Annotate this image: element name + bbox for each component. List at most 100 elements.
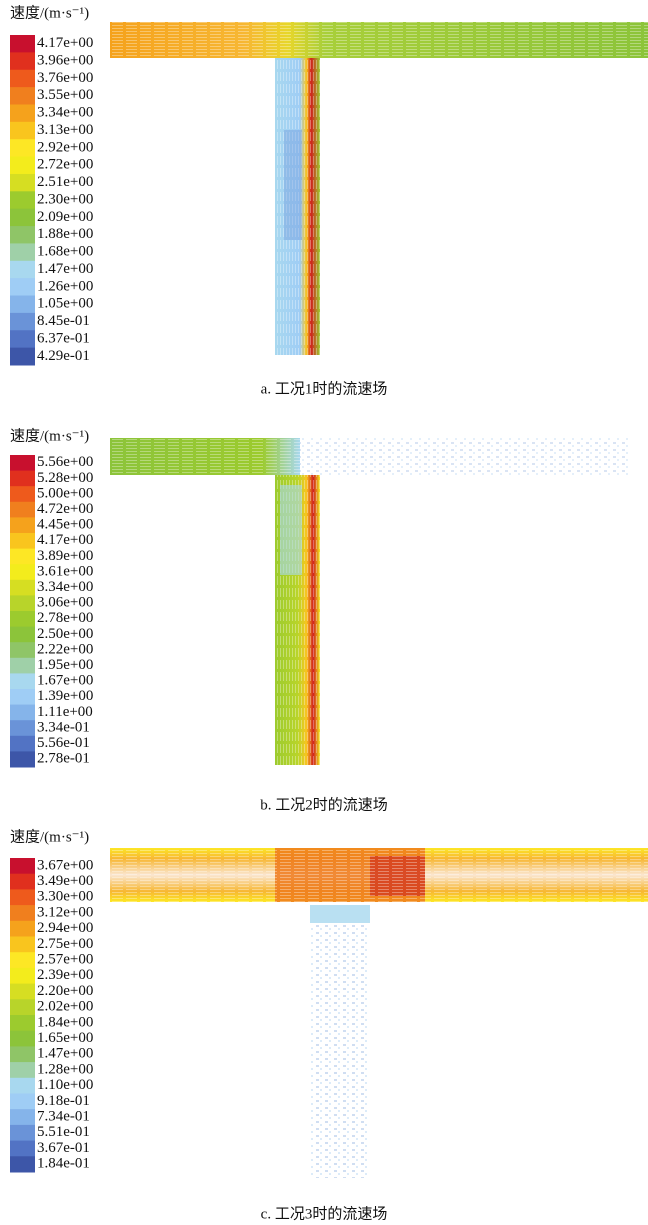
legend-swatch [10,330,35,348]
legend-swatch [10,174,35,192]
legend-swatch [10,471,35,487]
legend-swatch [10,243,35,261]
legend-label: 3.49e+00 [37,873,93,889]
legend-swatch [10,705,35,721]
legend-swatch [10,968,35,984]
legend-label: 4.72e+00 [37,501,93,517]
flow-field-c [110,848,648,1178]
legend-label: 1.28e+00 [37,1061,93,1077]
legend-swatch [10,209,35,227]
legend-swatch [10,70,35,88]
legend-label: 3.12e+00 [37,904,93,920]
legend-swatch [10,889,35,905]
legend-swatch [10,87,35,105]
legend-label: 1.95e+00 [37,657,93,673]
legend-label: 9.18e-01 [37,1093,90,1109]
legend-label: 1.26e+00 [37,278,93,294]
legend-label: 1.47e+00 [37,261,93,277]
legend-label: 3.34e+00 [37,579,93,595]
caption: b. 工况2时的流速场 [260,796,388,813]
legend-swatch [10,549,35,565]
legend-swatch [10,658,35,674]
legend-label: 3.06e+00 [37,595,93,611]
legend-swatch [10,874,35,890]
legend-swatch [10,999,35,1015]
legend-label: 2.02e+00 [37,999,93,1015]
legend-swatch [10,104,35,122]
legend-label: 2.51e+00 [37,174,93,190]
legend-swatch [10,1156,35,1172]
legend-swatch [10,533,35,549]
legend-label: 2.72e+00 [37,157,93,173]
legend-label: 1.05e+00 [37,296,93,312]
legend-label: 2.30e+00 [37,191,93,207]
legend-swatch [10,455,35,471]
legend-swatch [10,278,35,296]
legend-label: 2.78e+00 [37,610,93,626]
legend-label: 2.20e+00 [37,983,93,999]
legend-label: 2.39e+00 [37,967,93,983]
legend-label: 5.28e+00 [37,470,93,486]
legend-label: 2.57e+00 [37,951,93,967]
legend-label: 1.65e+00 [37,1030,93,1046]
legend-label: 1.84e-01 [37,1156,90,1172]
legend-label: 5.00e+00 [37,485,93,501]
legend-swatch [10,611,35,627]
legend-label: 2.75e+00 [37,936,93,952]
legend-label: 1.84e+00 [37,1014,93,1030]
legend-label: 4.17e+00 [37,532,93,548]
legend-label: 3.67e+00 [37,857,93,873]
legend-label: 1.11e+00 [37,704,93,720]
legend-swatch [10,736,35,752]
legend-swatch [10,1109,35,1125]
legend-label: 2.78e-01 [37,751,90,767]
legend-swatch [10,1031,35,1047]
legend-swatch [10,1046,35,1062]
legend-label: 2.92e+00 [37,139,93,155]
legend-label: 3.34e-01 [37,719,90,735]
legend-swatch [10,720,35,736]
caption: c. 工况3时的流速场 [261,1205,388,1222]
legend-label: 1.10e+00 [37,1077,93,1093]
flow-field-b [110,438,630,765]
legend-swatch [10,517,35,533]
legend-swatch [10,580,35,596]
legend-swatch [10,296,35,314]
legend-swatch [10,1094,35,1110]
legend-swatch [10,1015,35,1031]
legend-label: 5.56e+00 [37,454,93,470]
legend-label: 2.09e+00 [37,209,93,225]
legend-swatch [10,595,35,611]
legend-swatch [10,1062,35,1078]
legend-swatch [10,952,35,968]
legend-label: 4.17e+00 [37,35,93,51]
legend-swatch [10,921,35,937]
legend-swatch [10,348,35,366]
legend-swatch [10,564,35,580]
legend-swatch [10,122,35,140]
legend-label: 1.47e+00 [37,1046,93,1062]
legend-label: 3.13e+00 [37,122,93,138]
figure: 速度/(m·s⁻¹) a. 工况1时的流速场 速度/(m·s⁻¹) b. 工况2… [0,0,648,1225]
legend-swatch [10,858,35,874]
legend-label: 3.89e+00 [37,548,93,564]
legend-swatch [10,313,35,331]
legend-label: 1.88e+00 [37,226,93,242]
legend-label: 6.37e-01 [37,330,90,346]
legend-swatch [10,226,35,244]
flow-field-a [110,22,648,355]
legend-swatch [10,905,35,921]
legend-swatch [10,261,35,279]
legend-label: 5.56e-01 [37,735,90,751]
legend-label: 3.67e-01 [37,1140,90,1156]
legend-label: 2.22e+00 [37,641,93,657]
legend-label: 3.61e+00 [37,563,93,579]
legend-label: 2.50e+00 [37,626,93,642]
legend-label: 3.76e+00 [37,70,93,86]
legend-swatch [10,1125,35,1141]
legend-label: 3.55e+00 [37,87,93,103]
legend-label: 2.94e+00 [37,920,93,936]
legend-swatch [10,937,35,953]
legend-label: 7.34e-01 [37,1108,90,1124]
legend-title: 速度/(m·s⁻¹) [10,427,89,444]
